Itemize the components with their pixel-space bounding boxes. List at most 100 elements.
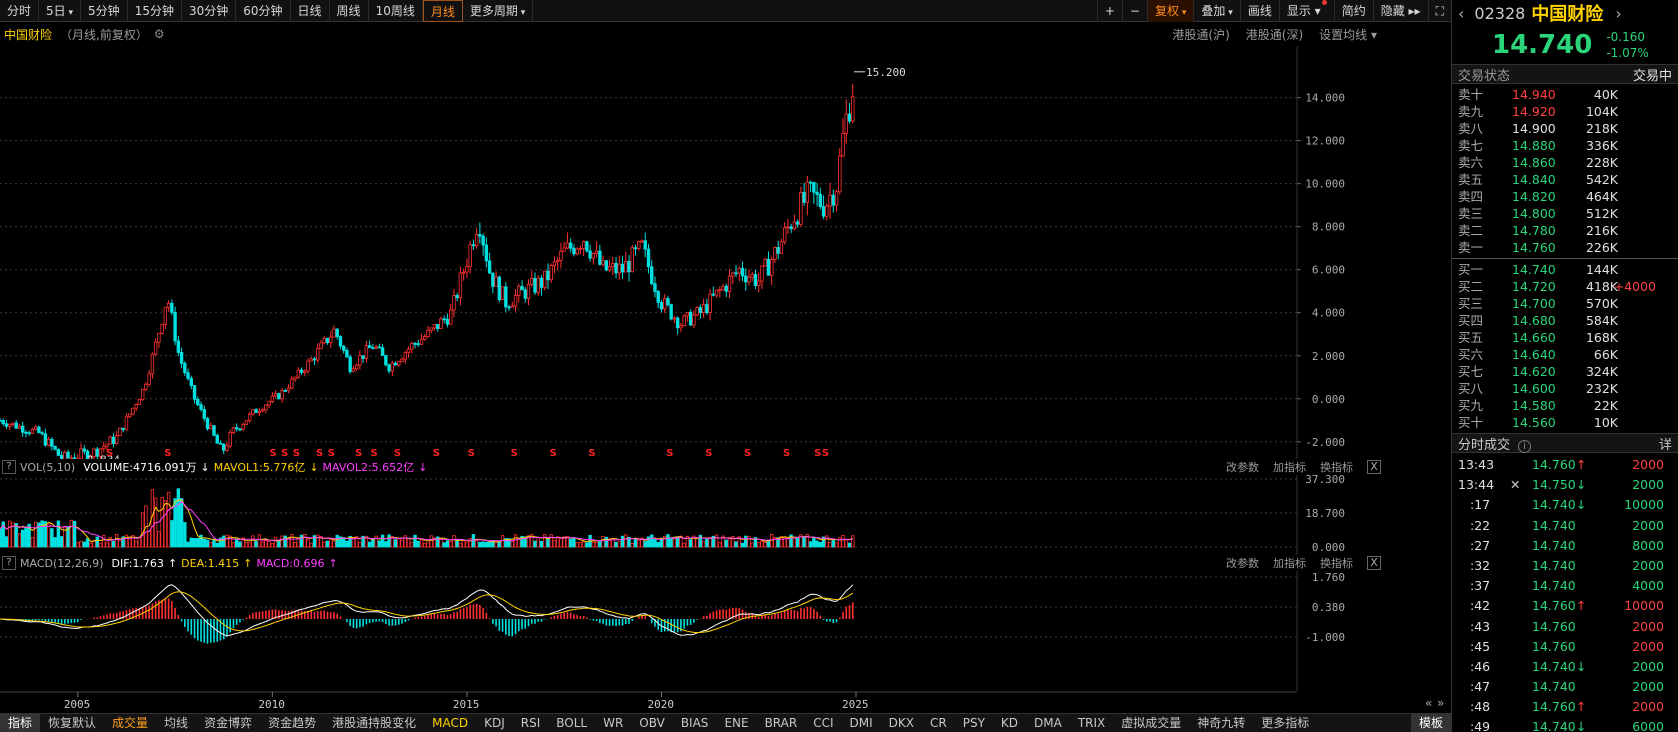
tab-monthly[interactable]: 月线 (422, 0, 463, 22)
orderbook-row[interactable]: 买六 14.640 66K (1452, 346, 1678, 363)
indicator-tab[interactable]: KDJ (484, 715, 505, 730)
orderbook-row[interactable]: 买十 14.560 10K (1452, 414, 1678, 431)
trade-price: 14.760 (1532, 638, 1576, 654)
tab-60min[interactable]: 60分钟 (236, 0, 291, 22)
edit-params-button[interactable]: 改参数 (1226, 557, 1259, 570)
orderbook-row[interactable]: 买九 14.580 22K (1452, 397, 1678, 414)
indicator-tab[interactable]: PSY (962, 715, 985, 730)
orderbook-row[interactable]: 卖九 14.920 104K (1452, 103, 1678, 120)
prev-stock-icon[interactable]: ‹ (1458, 3, 1465, 23)
help-icon[interactable]: ? (2, 556, 16, 570)
volume-bar-down (299, 534, 304, 548)
zoom-in-button[interactable]: + (1096, 0, 1122, 22)
indicator-tab[interactable]: 港股通持股变化 (332, 715, 417, 730)
indicator-tab[interactable]: WR (603, 715, 624, 730)
indicator-tab[interactable]: 更多指标 (1261, 715, 1310, 730)
indicator-tab[interactable]: 资金博弈 (204, 715, 253, 730)
indicator-tab[interactable]: 指标 (0, 713, 41, 732)
close-icon[interactable]: X (1367, 556, 1381, 570)
scroll-left-icon: « (1425, 696, 1432, 710)
overlay-dropdown[interactable]: 叠加 (1193, 0, 1239, 22)
tab-10week[interactable]: 10周线 (369, 0, 423, 22)
orderbook-row[interactable]: 卖八 14.900 218K (1452, 120, 1678, 137)
orderbook-row[interactable]: 卖四 14.820 464K (1452, 188, 1678, 205)
indicator-tab[interactable]: MACD (432, 715, 469, 730)
tab-weekly[interactable]: 周线 (330, 0, 369, 22)
indicator-tab[interactable]: TRIX (1077, 715, 1106, 730)
indicator-tab[interactable]: 恢复默认 (48, 715, 97, 730)
display-dropdown[interactable]: 显示 ▾ (1278, 0, 1334, 22)
volume-chart[interactable]: 37.300 18.700 0.000 (0, 475, 1385, 555)
set-ma-dropdown[interactable]: 设置均线 ▾ (1319, 27, 1377, 42)
orderbook-row[interactable]: 卖十 14.940 40K (1452, 86, 1678, 103)
indicator-tab[interactable]: DMA (1034, 715, 1062, 730)
tab-30min[interactable]: 30分钟 (182, 0, 237, 22)
edit-params-button[interactable]: 改参数 (1226, 461, 1259, 474)
orderbook-row[interactable]: 买五 14.660 168K (1452, 329, 1678, 346)
hide-button[interactable]: 隐藏 ▸▸ (1372, 0, 1428, 22)
add-indicator-button[interactable]: 加指标 (1273, 557, 1306, 570)
level-label: 卖六 (1458, 155, 1484, 170)
tab-5min[interactable]: 5分钟 (81, 0, 128, 22)
settings-icon[interactable]: ⚙ (153, 27, 165, 41)
indicator-tab[interactable]: 均线 (164, 715, 189, 730)
zoom-out-button[interactable]: − (1121, 0, 1147, 22)
add-indicator-button[interactable]: 加指标 (1273, 461, 1306, 474)
orderbook-row[interactable]: 买八 14.600 232K (1452, 380, 1678, 397)
tab-5day[interactable]: 5日 (39, 0, 82, 22)
indicator-tab[interactable]: RSI (520, 715, 541, 730)
indicator-tab[interactable]: CR (930, 715, 947, 730)
indicator-tab[interactable]: 成交量 (112, 715, 149, 730)
indicator-tab[interactable]: 模板 (1410, 713, 1451, 732)
simple-mode-button[interactable]: 简约 (1333, 0, 1373, 22)
volume-bar-down (212, 539, 216, 548)
orderbook-row[interactable]: 卖七 14.880 336K (1452, 137, 1678, 154)
orderbook-row[interactable]: 卖二 14.780 216K (1452, 222, 1678, 239)
adjust-dropdown[interactable]: 复权 (1147, 0, 1194, 22)
switch-indicator-button[interactable]: 换指标 (1320, 461, 1353, 474)
orderbook-row[interactable]: 卖一 14.760 226K (1452, 239, 1678, 256)
indicator-tab[interactable]: 神奇九转 (1197, 715, 1246, 730)
tab-15min[interactable]: 15分钟 (128, 0, 182, 22)
orderbook-row[interactable]: 卖六 14.860 228K (1452, 154, 1678, 171)
orderbook-row[interactable]: 卖五 14.840 542K (1452, 171, 1678, 188)
indicator-tab[interactable]: DKX (888, 715, 914, 730)
orderbook-row[interactable]: 买七 14.620 324K (1452, 363, 1678, 380)
close-icon[interactable]: X (1367, 460, 1381, 474)
orderbook-row[interactable]: 卖三 14.800 512K (1452, 205, 1678, 222)
price-chart[interactable]: 14.000 12.000 10.000 8.000 6.000 4.000 2.000 0.… (0, 46, 1385, 459)
candle-up (11, 422, 15, 425)
orderbook-row[interactable]: 买一 14.740 144K (1452, 261, 1678, 278)
macd-chart[interactable]: 1.760 0.380 -1.000 (0, 571, 1385, 691)
indicator-tab[interactable]: 资金趋势 (268, 715, 317, 730)
info-icon[interactable]: i (1518, 439, 1531, 453)
help-icon[interactable]: ? (2, 460, 16, 474)
indicator-tab[interactable]: CCI (813, 715, 834, 730)
orderbook-row[interactable]: 买二 14.720 418K +4000 (1452, 278, 1678, 295)
tab-intraday[interactable]: 分时 (0, 0, 40, 22)
orderbook-row[interactable]: 买四 14.680 584K (1452, 312, 1678, 329)
switch-indicator-button[interactable]: 换指标 (1320, 557, 1353, 570)
next-stock-icon[interactable]: › (1615, 3, 1622, 23)
indicator-tab[interactable]: ENE (724, 715, 749, 730)
indicator-tab[interactable]: BRAR (764, 715, 798, 730)
indicator-tab[interactable]: BIAS (680, 715, 709, 730)
details-button[interactable]: 详 (1658, 437, 1672, 453)
orderbook-row[interactable]: 买三 14.700 570K (1452, 295, 1678, 312)
more-periods-dropdown[interactable]: 更多周期 (463, 0, 534, 22)
indicator-tab[interactable]: 虚拟成交量 (1121, 715, 1182, 730)
indicator-tab[interactable]: KD (1000, 715, 1019, 730)
link-hk-connect-sz[interactable]: 港股通(深) (1245, 27, 1304, 42)
draw-line-button[interactable]: 画线 (1239, 0, 1279, 22)
volume-bar-up (513, 534, 518, 548)
link-hk-connect-sh[interactable]: 港股通(沪) (1172, 27, 1230, 42)
candle-down (413, 342, 417, 345)
volume-bar-up (98, 542, 103, 548)
indicator-tab[interactable]: DMI (849, 715, 873, 730)
fullscreen-icon[interactable]: ⛶ (1427, 0, 1451, 22)
candle-up (611, 262, 615, 268)
indicator-tab[interactable]: OBV (639, 715, 665, 730)
tab-daily[interactable]: 日线 (291, 0, 330, 22)
close-icon[interactable]: ✕ (1510, 477, 1521, 493)
indicator-tab[interactable]: BOLL (556, 715, 588, 730)
